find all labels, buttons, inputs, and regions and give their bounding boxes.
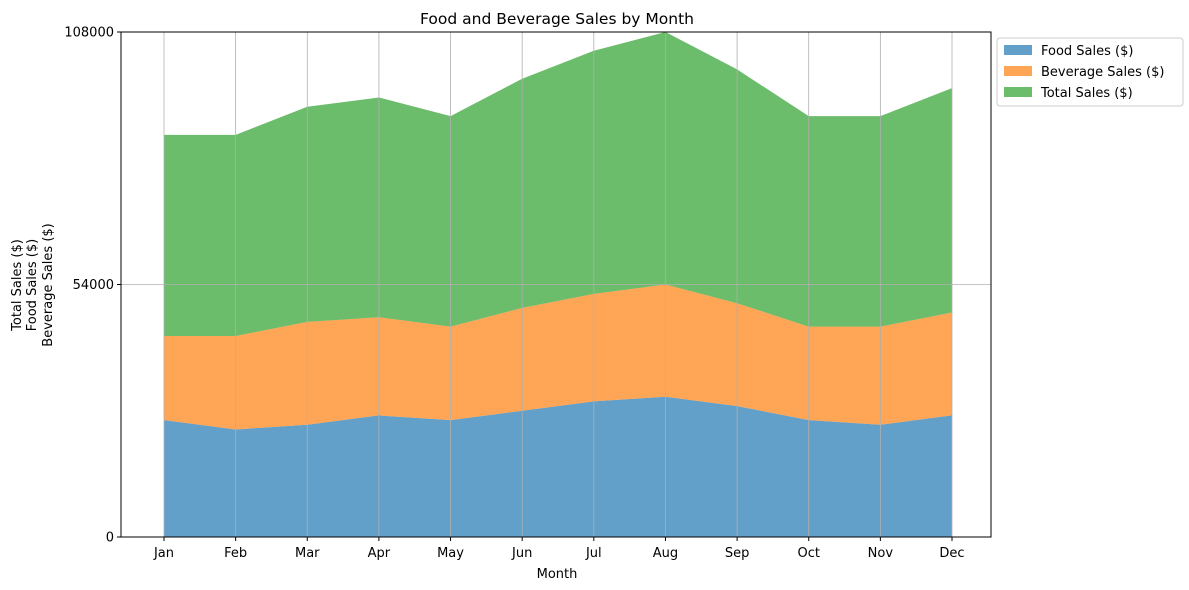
area-beverage xyxy=(164,284,952,430)
x-tick-label: Dec xyxy=(939,546,964,561)
y-axis-label-line-1: Total Sales ($) xyxy=(10,239,25,332)
x-tick-label: Feb xyxy=(224,546,247,561)
legend-swatch-total xyxy=(1004,87,1032,97)
legend-frame xyxy=(996,37,1184,107)
x-tick-label: Aug xyxy=(653,546,678,561)
x-tick-label: Sep xyxy=(725,546,750,561)
legend-swatch-beverage xyxy=(1004,66,1032,76)
y-axis-label-line-2: Food Sales ($) xyxy=(25,239,40,331)
legend-label-food: Food Sales ($) xyxy=(1041,44,1133,59)
chart-title: Food and Beverage Sales by Month xyxy=(420,10,694,28)
y-tick-label: 0 xyxy=(106,531,114,546)
y-axis-label: Total Sales ($) Food Sales ($) Beverage … xyxy=(10,223,56,346)
y-axis-label-line-3: Beverage Sales ($) xyxy=(41,223,56,346)
legend-label-total: Total Sales ($) xyxy=(1040,86,1133,101)
x-tick-label: Oct xyxy=(797,546,819,561)
area-series-group xyxy=(164,32,952,537)
x-tick-label: Mar xyxy=(295,546,320,561)
y-axis-ticks: 0 54000 108000 xyxy=(64,26,121,546)
x-axis-label: Month xyxy=(537,567,578,582)
x-axis-ticks: Jan Feb Mar Apr May Jun Jul Aug Sep Oct Nov Dec xyxy=(153,537,965,561)
x-tick-label: Jan xyxy=(153,546,174,561)
x-tick-label: Nov xyxy=(868,546,894,561)
y-tick-label: 54000 xyxy=(73,278,114,293)
x-tick-label: May xyxy=(437,546,464,561)
x-tick-label: Apr xyxy=(368,546,391,561)
x-tick-label: Jun xyxy=(511,546,532,561)
area-total xyxy=(164,32,952,336)
legend: Food Sales ($) Beverage Sales ($) Total … xyxy=(996,37,1184,107)
area-food xyxy=(164,396,952,537)
legend-swatch-food xyxy=(1004,45,1032,55)
y-tick-label: 108000 xyxy=(64,26,114,41)
legend-label-beverage: Beverage Sales ($) xyxy=(1041,65,1164,80)
x-tick-label: Jul xyxy=(585,546,602,561)
